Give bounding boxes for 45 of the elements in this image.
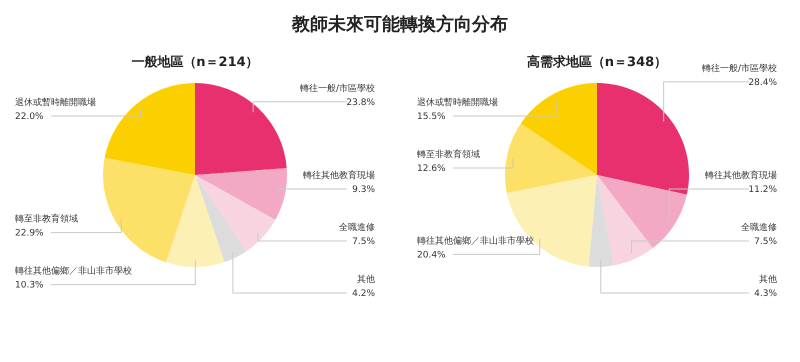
slice-label: 轉往其他偏鄉／非山非市學校 bbox=[417, 235, 534, 246]
data-label: 7.5% bbox=[352, 237, 376, 247]
slice-label: 轉往其他教育現場 bbox=[303, 170, 375, 181]
chart-title: 教師未來可能轉換方向分布 bbox=[291, 14, 508, 35]
chart-subtitle: 一般地區（n＝214） bbox=[131, 55, 259, 70]
pie-slice bbox=[597, 175, 653, 266]
pie-slice bbox=[195, 175, 246, 262]
pie-slice bbox=[588, 175, 614, 267]
data-label: 23.8% bbox=[346, 98, 376, 108]
slice-label: 轉往一般/市區學校 bbox=[702, 62, 777, 74]
data-label: 11.2% bbox=[748, 185, 778, 195]
pie-slice bbox=[505, 123, 597, 193]
chart-subtitle: 高需求地區（n＝348） bbox=[526, 54, 668, 70]
data-label: 4.2% bbox=[352, 289, 376, 299]
slice-label: 全職進修 bbox=[741, 222, 777, 233]
pie-slice bbox=[597, 83, 689, 195]
slice-label: 其他 bbox=[357, 274, 375, 285]
pie-slice bbox=[195, 168, 287, 220]
pie-slice bbox=[506, 175, 597, 267]
data-label: 22.0% bbox=[15, 112, 44, 122]
slice-label: 退休或暫時離開職場 bbox=[15, 97, 96, 108]
data-label: 22.9% bbox=[15, 228, 44, 239]
data-label: 9.3% bbox=[352, 185, 376, 195]
data-label: 7.5% bbox=[754, 237, 778, 247]
data-label: 4.3% bbox=[754, 289, 778, 299]
data-label: 28.4% bbox=[748, 78, 778, 88]
pie-slice bbox=[166, 175, 225, 267]
pie-slice bbox=[597, 175, 687, 248]
pie-slice bbox=[103, 158, 195, 262]
slice-label: 全職進修 bbox=[339, 222, 375, 233]
slice-label: 轉往一般/市區學校 bbox=[300, 82, 375, 94]
pie-slice bbox=[195, 175, 276, 252]
slice-label: 轉往其他偏鄉／非山非市學校 bbox=[15, 266, 132, 277]
slice-label: 轉至非教育領域 bbox=[15, 214, 78, 225]
slice-label: 退休或暫時離開職場 bbox=[417, 97, 498, 108]
data-label: 12.6% bbox=[417, 164, 446, 174]
slice-label: 轉至非教育領域 bbox=[417, 149, 480, 160]
slice-label: 其他 bbox=[759, 274, 777, 285]
data-label: 20.4% bbox=[417, 250, 446, 260]
pie-slice bbox=[195, 83, 287, 175]
slice-label: 轉往其他教育現場 bbox=[705, 170, 777, 181]
pie-slice bbox=[104, 83, 195, 175]
data-label: 10.3% bbox=[15, 280, 44, 291]
data-label: 15.5% bbox=[417, 112, 446, 122]
pie-slice bbox=[520, 83, 597, 175]
